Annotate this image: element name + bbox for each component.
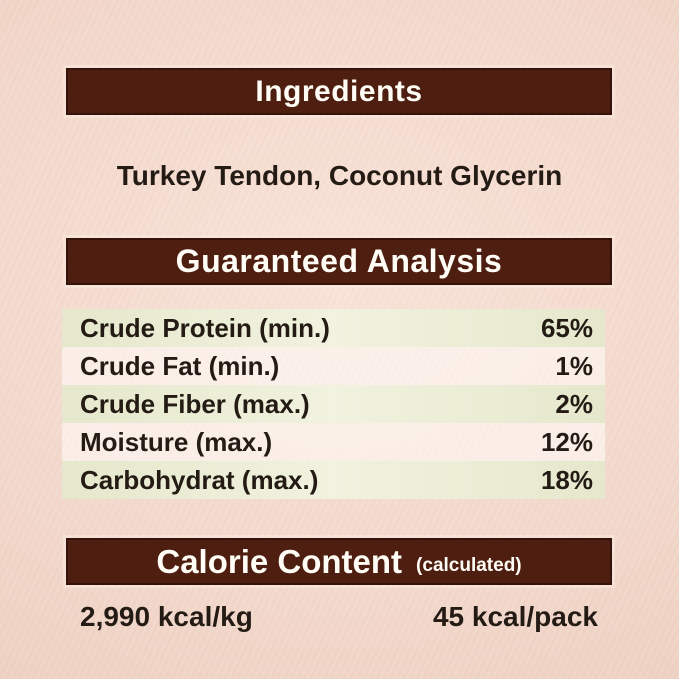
- nutrient-name: Crude Fat (min.): [80, 351, 280, 381]
- table-row: Crude Fat (min.) 1%: [62, 347, 605, 385]
- nutrient-value: 2%: [555, 389, 593, 419]
- calories-per-pack: 45 kcal/pack: [432, 601, 598, 632]
- nutrient-name: Crude Fiber (max.): [80, 389, 310, 419]
- table-row: Crude Fiber (max.) 2%: [62, 385, 605, 423]
- nutrient-name: Crude Protein (min.): [80, 313, 330, 343]
- nutrient-name: Moisture (max.): [80, 427, 273, 457]
- nutrient-value: 18%: [540, 465, 593, 495]
- guaranteed-analysis-table: Crude Protein (min.) 65% Crude Fat (min.…: [62, 309, 605, 499]
- nutrient-value: 65%: [540, 313, 593, 343]
- nutrient-name: Carbohydrat (max.): [80, 465, 319, 495]
- table-row: Moisture (max.) 12%: [62, 423, 605, 461]
- ingredients-header-label: Ingredients: [255, 74, 423, 108]
- nutrient-value: 1%: [555, 351, 593, 381]
- nutrient-value: 12%: [540, 427, 593, 457]
- calories-per-kg: 2,990 kcal/kg: [80, 601, 253, 632]
- calorie-content-qualifier: (calculated): [416, 554, 522, 576]
- guaranteed-analysis-header-label: Guaranteed Analysis: [175, 243, 503, 279]
- ingredients-list: Turkey Tendon, Coconut Glycerin: [116, 160, 563, 191]
- guaranteed-analysis-header-banner: Guaranteed Analysis: [66, 238, 612, 285]
- table-row: Carbohydrat (max.) 18%: [62, 461, 605, 499]
- table-row: Crude Protein (min.) 65%: [62, 309, 605, 347]
- calorie-content-header-banner: Calorie Content (calculated): [66, 538, 612, 585]
- ingredients-header-banner: Ingredients: [66, 68, 612, 115]
- calorie-values-row: 2,990 kcal/kg 45 kcal/pack: [66, 601, 612, 633]
- calorie-content-header-label: Calorie Content: [156, 542, 403, 580]
